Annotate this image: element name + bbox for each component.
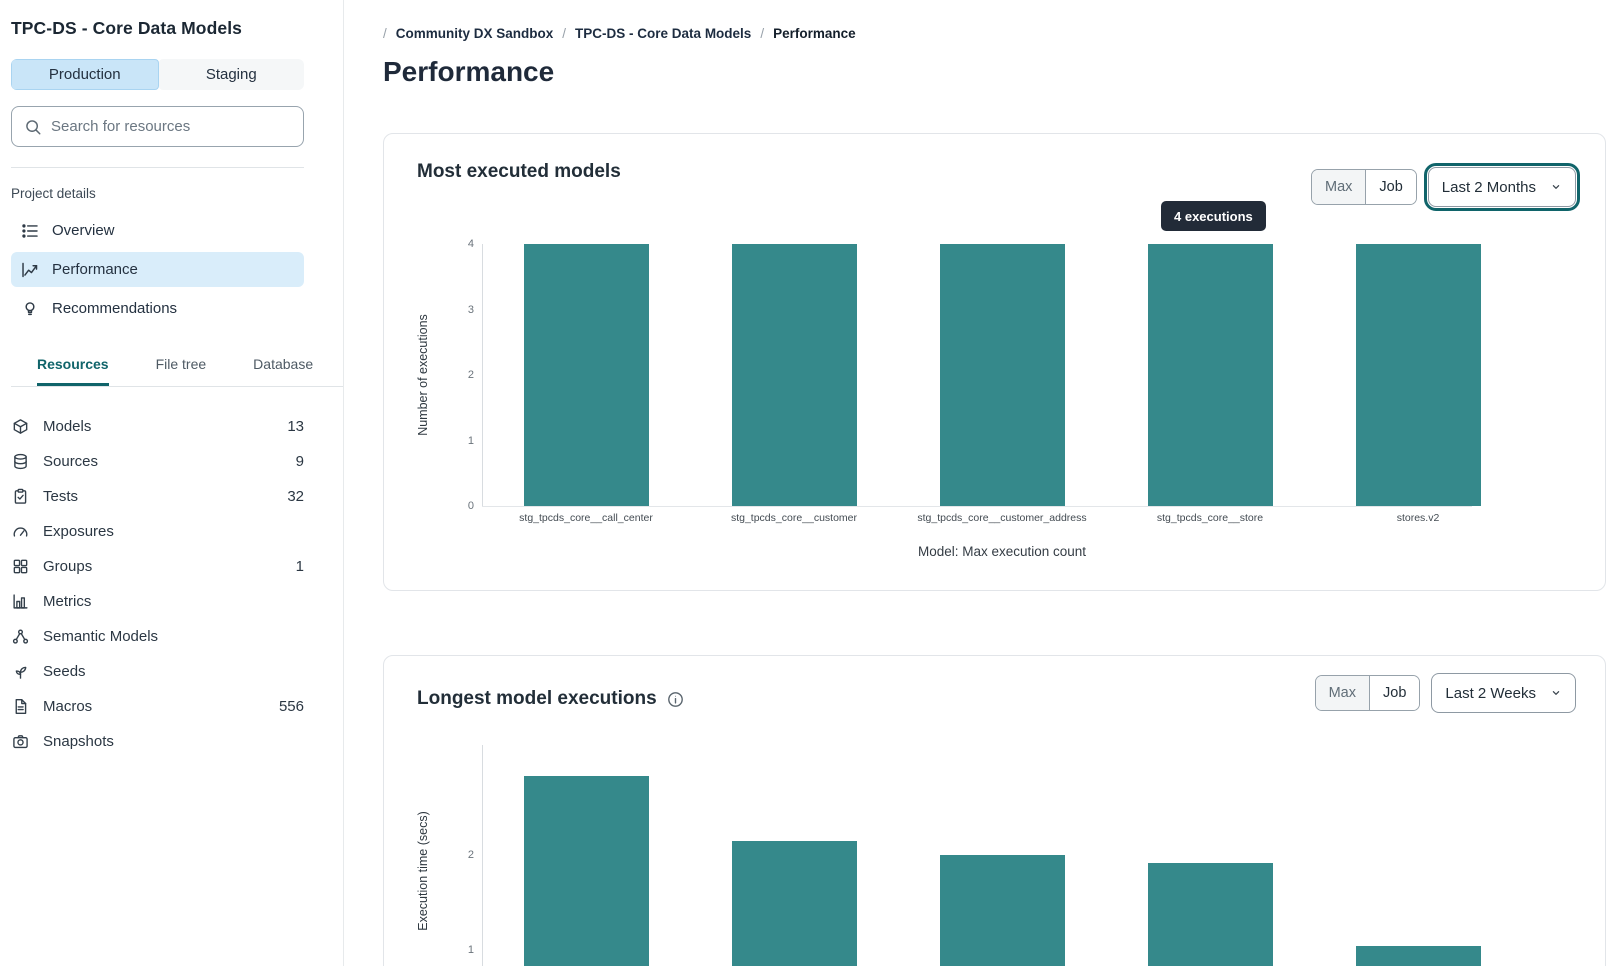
gauge-icon	[11, 523, 29, 540]
resource-row-snapshots[interactable]: Snapshots	[11, 724, 304, 759]
project-details-label: Project details	[11, 186, 96, 201]
x-category-label: stg_tpcds_core__customer	[730, 512, 858, 524]
bar[interactable]	[1147, 244, 1273, 506]
env-tab-production[interactable]: Production	[11, 59, 159, 90]
trend-icon	[21, 261, 39, 279]
bar[interactable]	[523, 244, 649, 506]
resource-count: 9	[295, 453, 304, 470]
bulb-icon	[21, 300, 39, 318]
resource-search	[11, 106, 304, 147]
date-range-select[interactable]: Last 2 Months	[1423, 163, 1581, 211]
x-category-label: stg_tpcds_core__store	[1156, 512, 1264, 524]
project-sidebar: TPC-DS - Core Data Models Production Stag…	[0, 0, 344, 966]
y-tick-label: 4	[467, 238, 474, 250]
environment-switcher: Production Staging	[11, 59, 304, 90]
chart-tooltip: 4 executions	[1161, 201, 1266, 231]
bar[interactable]	[939, 244, 1065, 506]
bar[interactable]	[731, 244, 857, 506]
bar[interactable]	[1355, 946, 1481, 966]
info-icon[interactable]	[667, 691, 684, 708]
card-title: Most executed models	[417, 161, 621, 182]
resource-row-semantic-models[interactable]: Semantic Models	[11, 619, 304, 654]
y-tick-label: 1	[467, 944, 474, 956]
resource-count: 556	[278, 698, 304, 715]
tab-resources[interactable]: Resources	[37, 356, 109, 386]
bar[interactable]	[1355, 244, 1481, 506]
y-axis-line	[482, 244, 483, 506]
project-title: TPC-DS - Core Data Models	[11, 18, 242, 38]
resource-row-tests[interactable]: Tests 32	[11, 479, 304, 514]
card-title: Longest model executions	[417, 688, 684, 710]
breadcrumb-item-performance[interactable]: / Performance	[760, 26, 856, 41]
search-input[interactable]	[51, 118, 291, 135]
search-icon	[26, 119, 41, 134]
y-axis-label: Execution time (secs)	[416, 811, 430, 931]
breadcrumb-item-community-dx-sandbox[interactable]: / Community DX Sandbox	[383, 26, 554, 41]
resource-count: 1	[295, 558, 304, 575]
file-icon	[11, 698, 29, 715]
max-job-toggle: Max Job	[1310, 169, 1417, 205]
resource-row-seeds[interactable]: Seeds	[11, 654, 304, 689]
resource-list: Models 13 Sources 9 Tests 32 Exposures G…	[11, 409, 304, 759]
bar-chart-icon	[11, 593, 29, 610]
toggle-button-max[interactable]: Max	[1315, 676, 1369, 710]
longest-model-executions-card: Longest model executions Max Job Last 2 W…	[383, 655, 1606, 966]
most-executed-models-card: Most executed models Max Job Last 2 Month…	[383, 133, 1606, 591]
clipboard-icon	[11, 488, 29, 505]
sidebar-divider	[11, 167, 304, 168]
x-axis-label: Model: Max execution count	[917, 544, 1087, 559]
project-nav: Overview Performance Recommendations	[11, 213, 304, 326]
bar[interactable]	[1147, 862, 1273, 966]
y-tick-label: 0	[467, 500, 474, 512]
chart-controls: Max Job Last 2 Months	[1310, 163, 1581, 211]
bar[interactable]	[939, 855, 1065, 966]
page-title: Performance	[383, 56, 555, 87]
env-tab-staging[interactable]: Staging	[158, 59, 304, 90]
x-category-label: stg_tpcds_core__customer_address	[917, 512, 1087, 524]
y-axis-label: Number of executions	[416, 314, 430, 436]
database-icon	[11, 453, 29, 470]
resource-tabs: Resources File tree Database	[11, 356, 343, 387]
x-category-label: stores.v2	[1396, 512, 1440, 524]
nodes-icon	[11, 628, 29, 645]
chevron-down-icon	[1550, 181, 1562, 193]
main-content: / Community DX Sandbox / TPC-DS - Core Data…	[345, 0, 1621, 966]
max-job-toggle: Max Job	[1314, 675, 1421, 711]
resource-row-sources[interactable]: Sources 9	[11, 444, 304, 479]
resource-row-macros[interactable]: Macros 556	[11, 689, 304, 724]
seed-icon	[11, 663, 29, 680]
date-range-select[interactable]: Last 2 Weeks	[1431, 673, 1576, 713]
breadcrumb-item-tpc-ds-core-data-models[interactable]: / TPC-DS - Core Data Models	[562, 26, 752, 41]
x-axis-line	[482, 506, 1472, 507]
resource-row-metrics[interactable]: Metrics	[11, 584, 304, 619]
toggle-button-job[interactable]: Job	[1369, 676, 1420, 710]
sidebar-item-performance[interactable]: Performance	[11, 252, 304, 287]
camera-icon	[11, 733, 29, 750]
x-category-label: stg_tpcds_core__call_center	[519, 512, 653, 524]
y-tick-label: 1	[467, 434, 474, 447]
chevron-down-icon	[1550, 687, 1562, 699]
resource-row-groups[interactable]: Groups 1	[11, 549, 304, 584]
bar[interactable]	[731, 840, 857, 966]
breadcrumb: / Community DX Sandbox / TPC-DS - Core Data…	[383, 26, 1606, 41]
sidebar-item-overview[interactable]: Overview	[11, 213, 304, 248]
toggle-button-max[interactable]: Max	[1311, 170, 1366, 204]
y-axis-line	[482, 745, 483, 966]
resource-row-exposures[interactable]: Exposures	[11, 514, 304, 549]
resource-row-models[interactable]: Models 13	[11, 409, 304, 444]
bar[interactable]	[523, 776, 649, 966]
chart-controls: Max Job Last 2 Weeks	[1314, 673, 1576, 713]
tab-file-tree[interactable]: File tree	[155, 356, 207, 372]
grid-icon	[11, 558, 29, 575]
y-tick-label: 2	[467, 369, 474, 381]
y-tick-label: 3	[467, 303, 474, 316]
sidebar-item-recommendations[interactable]: Recommendations	[11, 291, 304, 326]
cube-icon	[11, 418, 29, 435]
toggle-button-job[interactable]: Job	[1365, 170, 1416, 204]
tab-database[interactable]: Database	[253, 356, 314, 372]
y-tick-label: 2	[467, 849, 474, 861]
list-icon	[21, 222, 39, 240]
resource-count: 13	[287, 418, 304, 435]
resource-count: 32	[287, 488, 304, 505]
